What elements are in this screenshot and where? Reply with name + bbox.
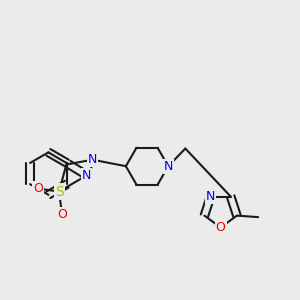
Text: O: O [33,182,43,195]
Text: N: N [206,190,215,203]
Text: N: N [88,153,97,166]
Text: N: N [82,169,92,182]
Text: O: O [57,208,67,221]
Text: S: S [55,184,63,199]
Text: O: O [216,221,226,234]
Text: N: N [164,160,173,173]
